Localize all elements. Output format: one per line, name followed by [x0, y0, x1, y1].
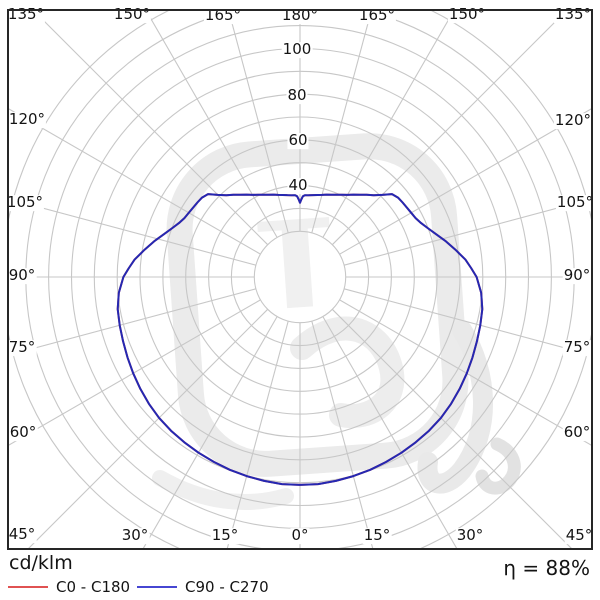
angle-tick-label: 180°	[280, 6, 320, 25]
radial-tick-label: 100	[281, 40, 313, 59]
angle-tick-label: 120°	[7, 110, 47, 129]
angle-tick-label: 135°	[553, 5, 593, 24]
efficiency-label: η = 88%	[503, 556, 590, 580]
angle-tick-label: 75°	[562, 338, 592, 357]
angle-tick-label: 150°	[447, 5, 487, 24]
angle-tick-label: 30°	[120, 526, 150, 545]
legend-label-c0-c180: C0 - C180	[56, 578, 131, 596]
radial-tick-label: 80	[286, 86, 308, 105]
angle-tick-label: 15°	[362, 526, 392, 545]
angle-tick-label: 0°	[290, 526, 310, 545]
angle-tick-label: 75°	[7, 338, 37, 357]
angle-tick-label: 135°	[6, 5, 46, 24]
units-label: cd/klm	[9, 552, 73, 574]
angle-tick-label: 150°	[112, 5, 152, 24]
angle-tick-label: 105°	[5, 193, 45, 212]
angle-tick-label: 60°	[8, 423, 38, 442]
angle-tick-label: 105°	[555, 193, 595, 212]
radial-tick-label: 40	[287, 176, 309, 195]
angle-tick-label: 165°	[203, 6, 243, 25]
angle-tick-label: 165°	[357, 6, 397, 25]
angle-tick-label: 90°	[7, 266, 37, 285]
radial-tick-label: 60	[287, 131, 309, 150]
legend-strip: cd/klm η = 88% C0 - C180 C90 - C270	[0, 550, 600, 600]
angle-tick-label: 15°	[210, 526, 240, 545]
angle-tick-label: 45°	[564, 526, 594, 545]
legend-label-c90-c270: C90 - C270	[185, 578, 269, 596]
angle-tick-label: 30°	[455, 526, 485, 545]
angle-tick-label: 120°	[553, 111, 593, 130]
red-line-swatch	[8, 586, 48, 588]
angle-tick-label: 90°	[562, 266, 592, 285]
angle-tick-label: 60°	[562, 423, 592, 442]
angle-tick-label: 45°	[7, 525, 37, 544]
blue-line-swatch	[137, 586, 177, 588]
curve-c90-c270	[116, 193, 484, 486]
